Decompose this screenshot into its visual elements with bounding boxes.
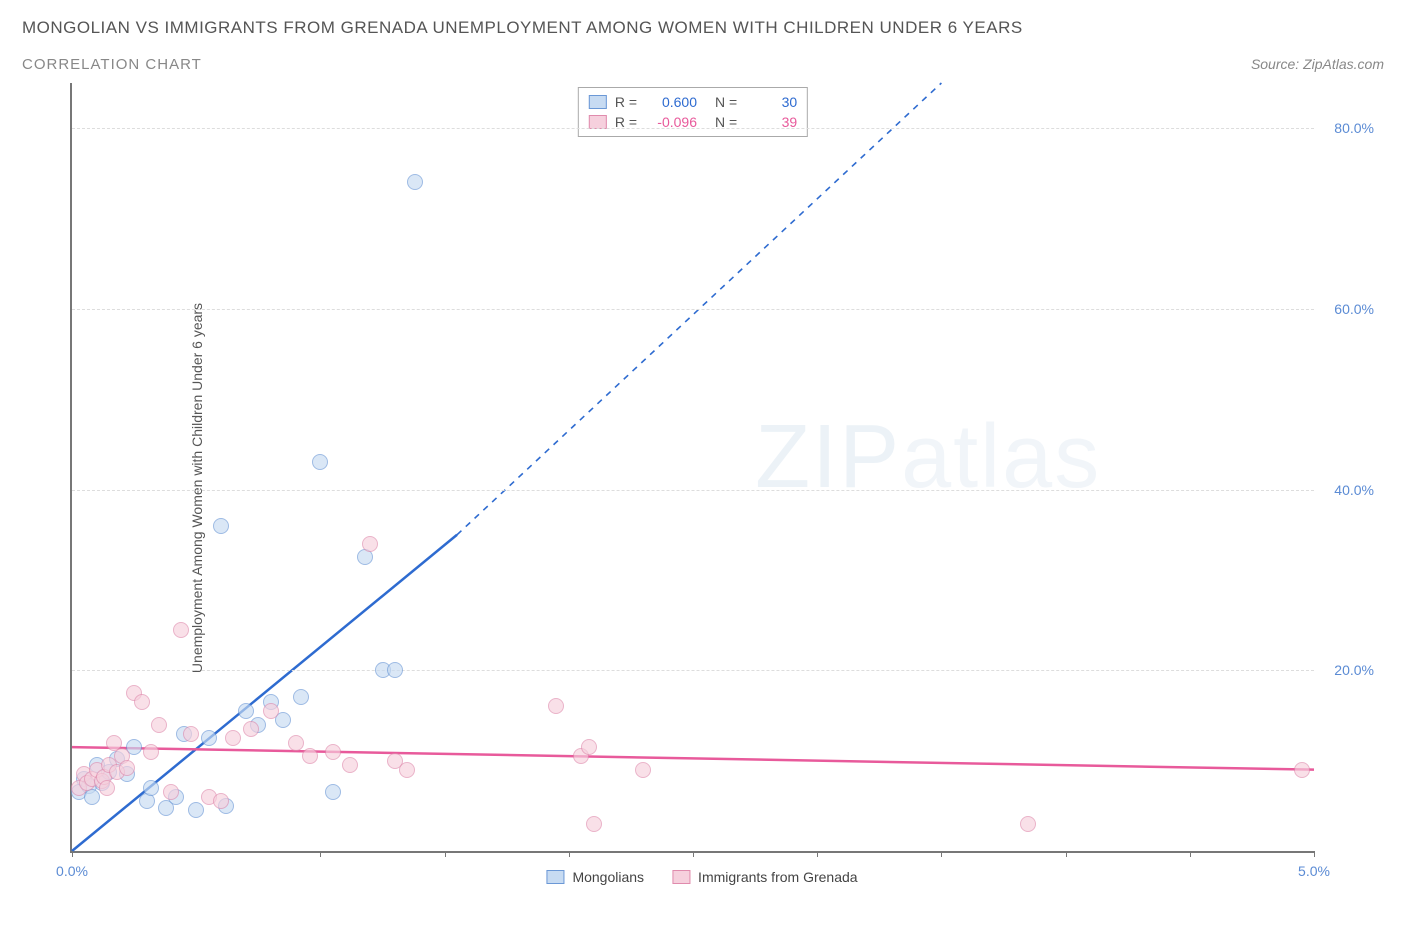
series-legend: Mongolians Immigrants from Grenada [546, 869, 857, 885]
watermark-thin: atlas [901, 407, 1101, 507]
data-point [1020, 816, 1036, 832]
data-point [581, 739, 597, 755]
data-point [119, 760, 135, 776]
data-point [213, 518, 229, 534]
r-label: R = [615, 94, 637, 110]
x-tick-label: 0.0% [56, 863, 88, 879]
x-tick [1190, 851, 1191, 857]
n-label: N = [715, 94, 737, 110]
data-point [151, 717, 167, 733]
x-tick [1066, 851, 1067, 857]
series-name: Immigrants from Grenada [698, 869, 858, 885]
series-name: Mongolians [572, 869, 644, 885]
data-point [325, 744, 341, 760]
data-point [263, 703, 279, 719]
watermark-bold: ZIP [755, 407, 901, 507]
y-tick-label: 40.0% [1334, 482, 1374, 498]
chart-subtitle: CORRELATION CHART [22, 56, 202, 73]
data-point [213, 793, 229, 809]
subtitle-row: CORRELATION CHART Source: ZipAtlas.com [22, 56, 1384, 73]
n-value: 30 [745, 94, 797, 110]
data-point [407, 174, 423, 190]
y-tick-label: 60.0% [1334, 301, 1374, 317]
data-point [325, 784, 341, 800]
x-tick [693, 851, 694, 857]
legend-row: R = 0.600 N = 30 [589, 92, 797, 112]
data-point [238, 703, 254, 719]
data-point [548, 698, 564, 714]
x-tick [1314, 851, 1315, 857]
x-tick [569, 851, 570, 857]
plot-area: ZIPatlas R =0.600N =30R =-0.096N =39 20.… [70, 83, 1314, 853]
data-point [288, 735, 304, 751]
data-point [302, 748, 318, 764]
data-point [1294, 762, 1310, 778]
legend-swatch [589, 115, 607, 129]
x-tick [941, 851, 942, 857]
watermark: ZIPatlas [755, 406, 1101, 509]
data-point [183, 726, 199, 742]
data-point [635, 762, 651, 778]
data-point [362, 536, 378, 552]
data-point [399, 762, 415, 778]
source-attribution: Source: ZipAtlas.com [1251, 56, 1384, 72]
legend-item: Mongolians [546, 869, 644, 885]
data-point [134, 694, 150, 710]
data-point [387, 662, 403, 678]
gridline [72, 490, 1314, 491]
x-tick [72, 851, 73, 857]
legend-item: Immigrants from Grenada [672, 869, 858, 885]
trend-lines [72, 83, 1314, 851]
data-point [201, 730, 217, 746]
data-point [143, 744, 159, 760]
data-point [99, 780, 115, 796]
data-point [586, 816, 602, 832]
data-point [163, 784, 179, 800]
data-point [173, 622, 189, 638]
x-tick [320, 851, 321, 857]
y-tick-label: 20.0% [1334, 662, 1374, 678]
gridline [72, 670, 1314, 671]
legend-swatch [672, 870, 690, 884]
x-tick [445, 851, 446, 857]
gridline [72, 128, 1314, 129]
r-value: 0.600 [645, 94, 697, 110]
data-point [225, 730, 241, 746]
chart-container: Unemployment Among Women with Children U… [22, 83, 1382, 893]
data-point [342, 757, 358, 773]
legend-swatch [589, 95, 607, 109]
correlation-legend: R =0.600N =30R =-0.096N =39 [578, 87, 808, 137]
x-tick-label: 5.0% [1298, 863, 1330, 879]
data-point [312, 454, 328, 470]
data-point [143, 780, 159, 796]
data-point [293, 689, 309, 705]
legend-swatch [546, 870, 564, 884]
x-tick [817, 851, 818, 857]
data-point [243, 721, 259, 737]
data-point [188, 802, 204, 818]
y-tick-label: 80.0% [1334, 120, 1374, 136]
chart-title: MONGOLIAN VS IMMIGRANTS FROM GRENADA UNE… [22, 18, 1384, 38]
gridline [72, 309, 1314, 310]
